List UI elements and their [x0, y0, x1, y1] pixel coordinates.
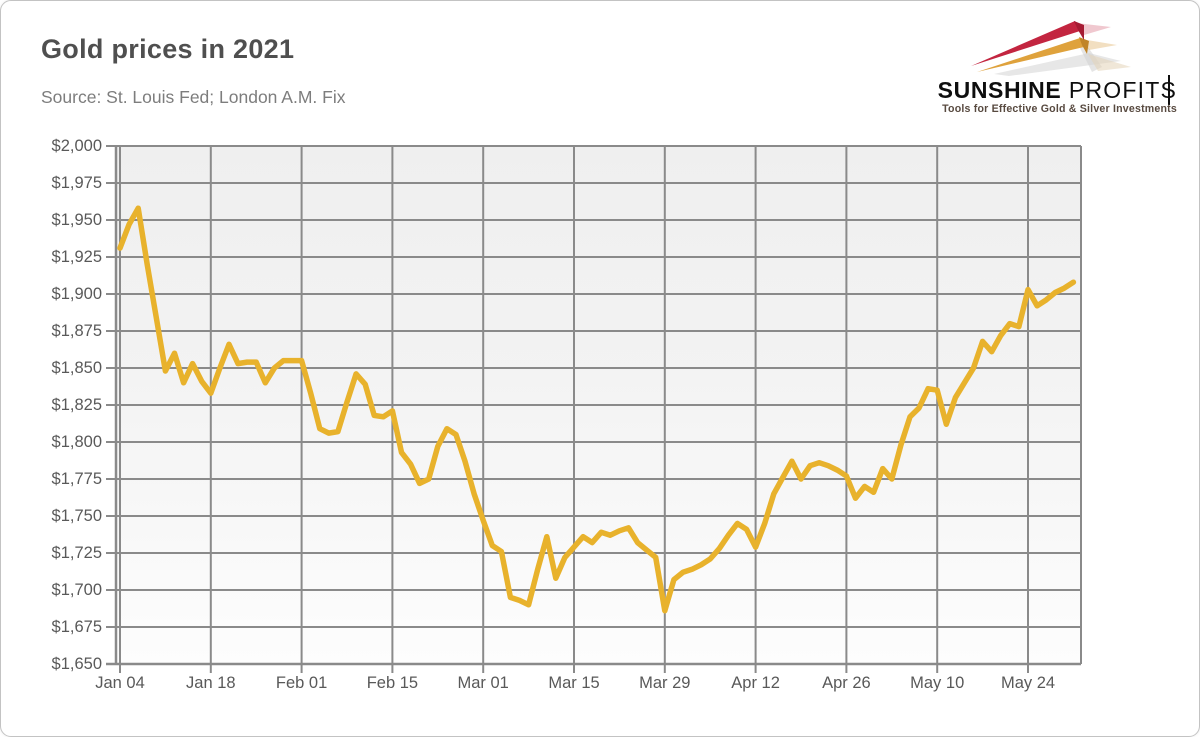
page-title: Gold prices in 2021 — [41, 34, 295, 64]
x-axis-label: Apr 26 — [822, 674, 871, 692]
x-axis-label: Mar 29 — [639, 674, 691, 692]
x-axis-label: Mar 15 — [548, 674, 600, 692]
x-axis-label: Mar 01 — [457, 674, 509, 692]
sunshine-profits-logo: SUNSHINE PROFITS Tools for Effective Gol… — [919, 11, 1179, 121]
x-axis-label: Feb 01 — [275, 674, 328, 692]
gold-price-chart-plot-area — [106, 145, 1082, 673]
x-axis-labels: Jan 04 Jan 18 Feb 01 Feb 15 Mar 01 Mar 15 Mar … — [1, 674, 1199, 698]
logo-brand-sunshine: SUNSHINE — [937, 77, 1062, 103]
x-axis-label: Jan 04 — [95, 674, 145, 692]
x-axis-label: Apr 12 — [731, 674, 780, 692]
x-axis-label: Jan 18 — [186, 674, 236, 692]
y-axis-label: $1,775 — [51, 470, 102, 488]
y-axis-label: $1,925 — [51, 248, 102, 266]
y-axis-label: $1,700 — [51, 581, 102, 599]
source-note: Source: St. Louis Fed; London A.M. Fix — [41, 87, 346, 107]
x-axis-label: Feb 15 — [366, 674, 419, 692]
x-axis-label: May 24 — [1000, 674, 1056, 692]
y-axis-label: $1,875 — [51, 322, 102, 340]
y-axis-label: $1,900 — [51, 285, 102, 303]
y-axis-label: $1,750 — [51, 507, 102, 525]
y-axis-label: $1,950 — [51, 211, 102, 229]
y-axis-label: $1,675 — [51, 618, 102, 636]
y-axis-labels: $2,000 $1,975 $1,950 $1,925 $1,900 $1,875 $1,8… — [1, 137, 102, 673]
logo-brand-profit: PROFIT — [1061, 77, 1161, 103]
x-axis-label: May 10 — [910, 674, 965, 692]
logo-arrows-icon — [971, 21, 1131, 76]
y-axis-label: $1,800 — [51, 433, 102, 451]
y-axis-label: $1,650 — [51, 655, 102, 673]
y-axis-label: $1,725 — [51, 544, 102, 562]
y-axis-label: $1,825 — [51, 396, 102, 414]
logo-dollar-s: S — [1160, 75, 1177, 105]
logo-tagline: Tools for Effective Gold & Silver Invest… — [942, 103, 1177, 115]
gold-price-line-chart — [106, 145, 1082, 673]
y-axis-label: $1,975 — [51, 174, 102, 192]
logo-brand-text: SUNSHINE PROFITS — [937, 75, 1177, 105]
y-axis-label: $2,000 — [51, 137, 102, 155]
y-axis-label: $1,850 — [51, 359, 102, 377]
